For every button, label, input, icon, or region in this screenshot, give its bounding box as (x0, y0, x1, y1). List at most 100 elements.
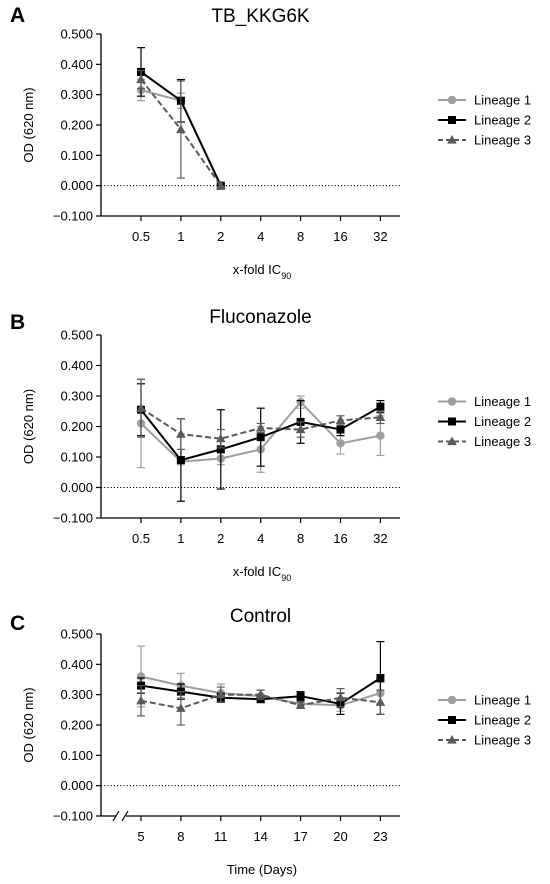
series-3 (136, 69, 226, 190)
y-tick-label: 0.300 (60, 87, 93, 102)
chart-title: Control (230, 606, 291, 627)
y-axis-label: OD (620 nm) (21, 687, 36, 762)
legend-label: Lineage 2 (474, 713, 531, 728)
data-point (255, 689, 266, 699)
y-tick-label: 0.400 (60, 358, 93, 373)
y-tick-label: −0.100 (53, 511, 93, 526)
legend-label: Lineage 2 (474, 414, 531, 429)
x-tick-label: 5 (137, 829, 144, 844)
data-point (296, 692, 305, 701)
x-tick-label: 8 (297, 531, 304, 546)
y-tick-label: 0.000 (60, 778, 93, 793)
legend-marker (447, 135, 457, 144)
x-tick-label: 2 (217, 229, 224, 244)
y-tick-label: 0.400 (60, 57, 93, 72)
x-tick-label: 32 (373, 531, 387, 546)
data-point (216, 689, 226, 699)
x-tick-label: 4 (257, 229, 264, 244)
legend-label: Lineage 1 (474, 693, 531, 708)
data-point (216, 433, 226, 443)
data-point (216, 445, 225, 454)
data-point (376, 673, 385, 682)
x-tick-label: 20 (333, 829, 347, 844)
x-tick-label: 16 (333, 531, 347, 546)
legend-entry: Lineage 1 (438, 394, 531, 409)
axis-break-mark (121, 810, 129, 822)
legend-entry: Lineage 3 (438, 733, 531, 748)
x-axis-label: x-fold IC90 (233, 564, 291, 583)
y-tick-label: 0.000 (60, 480, 93, 495)
panel-label: C (10, 612, 25, 635)
y-tick-label: 0.500 (60, 328, 93, 343)
legend-entry: Lineage 2 (438, 113, 531, 128)
x-axis-label: x-fold IC90 (233, 262, 291, 281)
data-point (255, 423, 266, 432)
y-tick-label: 0.400 (60, 657, 93, 672)
y-tick-label: 0.200 (60, 419, 93, 434)
panel-a: A TB_KKG6K −0.100 0.000 0.100 0.200 0.300 0.400… (10, 4, 531, 281)
chart-title: TB_KKG6K (211, 6, 310, 27)
legend-marker (447, 397, 457, 406)
data-point (216, 180, 226, 190)
y-tick-label: 0.300 (60, 389, 93, 404)
legend-entry: Lineage 3 (438, 133, 531, 148)
x-axis-label-subscript: 90 (281, 271, 291, 281)
x-tick-label: 14 (253, 829, 267, 844)
y-tick-label: 0.200 (60, 718, 93, 733)
legend-marker (447, 436, 457, 446)
panel-c: C Control −0.100 0.000 0.100 0.200 0.300 0.400 0… (10, 606, 531, 877)
legend-marker (448, 116, 456, 124)
legend-marker (448, 716, 456, 724)
series-3 (136, 378, 386, 450)
y-tick-label: 0.500 (60, 627, 93, 642)
data-point (256, 433, 265, 442)
x-tick-label: 16 (333, 229, 347, 244)
series-3 (136, 684, 386, 726)
x-tick-label: 11 (214, 829, 228, 844)
data-point (136, 695, 146, 705)
data-point (375, 697, 386, 706)
x-tick-label: 1 (177, 229, 184, 244)
data-point (335, 415, 346, 424)
data-point (336, 425, 345, 434)
y-tick-label: 0.200 (60, 118, 93, 133)
y-tick-label: 0.000 (60, 178, 93, 193)
legend-label: Lineage 3 (474, 133, 531, 148)
x-tick-label: 4 (257, 531, 264, 546)
x-axis-label-subscript: 90 (281, 573, 291, 583)
y-tick-label: 0.100 (60, 148, 93, 163)
data-point (335, 692, 346, 702)
x-tick-label: 2 (217, 531, 224, 546)
legend-entry: Lineage 3 (438, 434, 531, 449)
x-tick-label: 8 (297, 229, 304, 244)
legend-label: Lineage 3 (474, 434, 531, 449)
legend-marker (447, 735, 457, 744)
data-point (376, 431, 385, 440)
y-tick-label: 0.100 (60, 450, 93, 465)
data-point (176, 456, 185, 465)
axis-break-mark (112, 810, 120, 822)
x-tick-label: 1 (177, 531, 184, 546)
panel-label: A (10, 4, 25, 27)
data-point (376, 402, 385, 411)
legend-label: Lineage 2 (474, 113, 531, 128)
x-axis-label: Time (Days) (227, 862, 297, 877)
chart-title: Fluconazole (209, 307, 311, 328)
legend-entry: Lineage 2 (438, 414, 531, 429)
data-point (176, 124, 186, 134)
panel-label: B (10, 311, 25, 334)
y-tick-label: −0.100 (53, 209, 93, 224)
data-point (336, 439, 345, 448)
panel-b: B Fluconazole −0.100 0.000 0.100 0.200 0.300 0.… (10, 307, 531, 583)
data-point (375, 412, 386, 421)
x-tick-label: 23 (373, 829, 387, 844)
legend-label: Lineage 1 (474, 394, 531, 409)
data-point (176, 429, 186, 438)
data-point (136, 403, 146, 412)
y-tick-label: −0.100 (53, 809, 93, 824)
data-point (136, 74, 146, 84)
legend-marker (448, 417, 456, 426)
data-point (295, 424, 306, 434)
x-tick-label: 0.5 (132, 229, 150, 244)
